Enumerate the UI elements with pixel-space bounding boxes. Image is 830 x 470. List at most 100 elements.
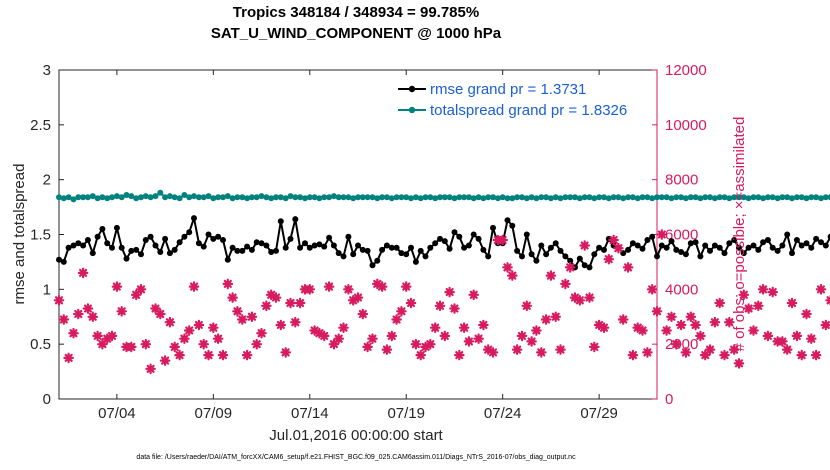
obs-marker-center bbox=[269, 292, 274, 297]
data-point bbox=[412, 258, 419, 265]
obs-marker-center bbox=[809, 336, 814, 341]
data-point bbox=[369, 194, 376, 201]
data-point bbox=[605, 195, 612, 202]
obs-marker-center bbox=[187, 328, 192, 333]
obs-marker-center bbox=[100, 342, 105, 347]
obs-marker-center bbox=[331, 342, 337, 347]
data-point bbox=[789, 250, 795, 257]
data-point bbox=[152, 193, 159, 200]
data-point bbox=[601, 246, 607, 253]
data-point bbox=[576, 255, 583, 262]
obs-marker-center bbox=[254, 342, 259, 347]
data-point bbox=[470, 195, 477, 202]
obs-marker-center bbox=[466, 339, 472, 344]
data-point bbox=[398, 250, 405, 257]
obs-marker-center bbox=[167, 320, 173, 325]
obs-marker-center bbox=[278, 322, 283, 328]
obs-marker-center bbox=[95, 333, 100, 339]
data-point bbox=[644, 194, 651, 201]
data-point bbox=[330, 193, 337, 200]
data-point bbox=[813, 235, 820, 242]
data-point bbox=[133, 195, 140, 202]
data-point bbox=[692, 194, 699, 201]
data-point bbox=[437, 194, 443, 201]
data-point bbox=[258, 240, 265, 247]
data-point bbox=[335, 250, 342, 257]
data-point bbox=[769, 244, 776, 251]
obs-marker-center bbox=[379, 284, 385, 289]
obs-marker-center bbox=[235, 309, 240, 314]
obs-marker-center bbox=[770, 289, 775, 295]
data-point bbox=[451, 229, 458, 236]
data-point bbox=[229, 195, 236, 202]
obs-marker-center bbox=[514, 347, 520, 352]
data-point bbox=[369, 262, 376, 269]
obs-marker-center bbox=[794, 333, 800, 339]
data-point bbox=[736, 194, 742, 201]
y-axis-label-left: rmse and totalspread bbox=[11, 164, 28, 305]
obs-marker-center bbox=[148, 366, 153, 371]
data-point bbox=[118, 244, 125, 251]
data-point bbox=[302, 195, 308, 202]
data-point bbox=[726, 195, 733, 202]
data-point bbox=[340, 253, 347, 260]
obs-marker-center bbox=[413, 342, 419, 347]
obs-marker-center bbox=[524, 303, 529, 308]
obs-marker-center bbox=[756, 303, 761, 308]
data-point bbox=[707, 194, 713, 201]
obs-marker-center bbox=[297, 300, 303, 306]
data-point bbox=[547, 244, 554, 251]
data-point bbox=[350, 251, 357, 258]
obs-marker-center bbox=[56, 298, 62, 303]
obs-marker-center bbox=[606, 257, 611, 262]
obs-marker-center bbox=[119, 309, 124, 314]
obs-marker-center bbox=[322, 333, 327, 339]
data-point bbox=[374, 257, 381, 264]
data-point bbox=[306, 244, 313, 251]
obs-marker-center bbox=[66, 355, 71, 361]
data-point bbox=[321, 194, 328, 201]
data-point bbox=[432, 240, 439, 247]
data-point bbox=[253, 239, 260, 246]
data-point bbox=[220, 237, 226, 243]
data-point bbox=[109, 244, 115, 251]
data-point bbox=[292, 216, 299, 223]
obs-marker-center bbox=[688, 314, 693, 319]
data-point bbox=[224, 193, 231, 200]
obs-marker-center bbox=[129, 344, 134, 350]
obs-marker-center bbox=[230, 295, 235, 300]
data-point bbox=[581, 194, 588, 201]
chart-title-line1: Tropics 348184 / 348934 = 99.785% bbox=[233, 4, 479, 21]
data-point bbox=[769, 194, 776, 201]
obs-marker-center bbox=[85, 306, 91, 311]
data-point bbox=[398, 194, 405, 201]
obs-marker-center bbox=[105, 336, 110, 341]
data-point bbox=[200, 194, 207, 201]
obs-marker-center bbox=[404, 284, 409, 289]
obs-marker-center bbox=[447, 289, 452, 295]
data-point bbox=[306, 194, 313, 201]
data-point bbox=[687, 240, 694, 247]
data-point bbox=[451, 195, 458, 202]
data-point bbox=[277, 194, 284, 201]
obs-marker-center bbox=[698, 333, 703, 339]
data-file-footer: data file: /Users/raeder/DAI/ATM_forcXX/… bbox=[136, 454, 576, 461]
data-point bbox=[84, 194, 91, 201]
obs-marker-center bbox=[215, 336, 221, 341]
data-point bbox=[94, 233, 101, 240]
obs-marker-center bbox=[543, 317, 549, 322]
data-point bbox=[736, 244, 742, 251]
data-point bbox=[60, 258, 67, 265]
obs-marker-center bbox=[703, 352, 708, 358]
data-point bbox=[277, 218, 284, 225]
data-point bbox=[784, 194, 791, 201]
data-point bbox=[793, 237, 800, 243]
data-point bbox=[383, 242, 390, 249]
data-point bbox=[393, 244, 400, 251]
data-point bbox=[803, 240, 810, 247]
y-tick-label-left: 1 bbox=[43, 281, 51, 298]
obs-marker-center bbox=[727, 320, 732, 325]
chart-title-line2: SAT_U_WIND_COMPONENT @ 1000 hPa bbox=[211, 25, 502, 42]
data-point bbox=[330, 242, 337, 249]
data-point bbox=[543, 194, 550, 201]
